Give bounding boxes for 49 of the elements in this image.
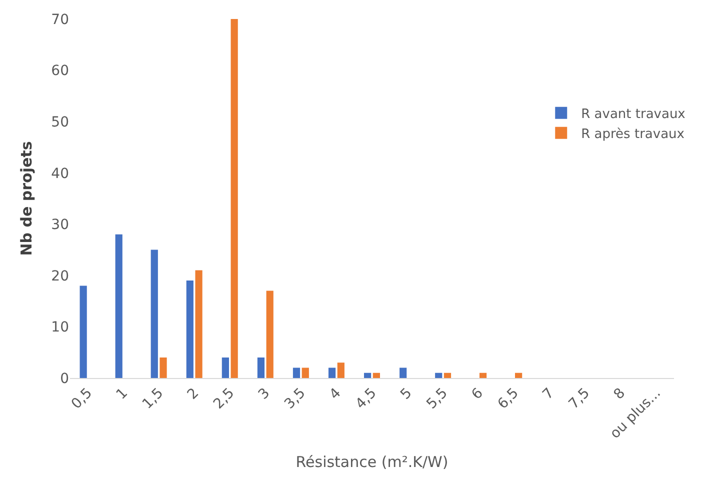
bar xyxy=(435,372,442,378)
bar xyxy=(364,372,372,378)
y-tick-label: 40 xyxy=(51,166,69,182)
bar xyxy=(302,368,309,378)
bar xyxy=(80,286,87,378)
x-tick-label: 1,5 xyxy=(140,385,167,412)
bar xyxy=(292,368,300,378)
x-tick-label: 8 xyxy=(610,385,628,403)
x-tick-label: 5,5 xyxy=(424,385,451,412)
bar xyxy=(222,357,229,378)
x-tick-label: 3,5 xyxy=(282,385,309,412)
bar xyxy=(515,372,522,378)
bar xyxy=(186,280,194,378)
y-tick-label: 0 xyxy=(60,370,69,387)
bar xyxy=(257,357,265,378)
bar xyxy=(400,368,407,378)
y-tick-label: 20 xyxy=(51,268,69,284)
bar xyxy=(230,19,238,378)
y-tick-label: 30 xyxy=(51,217,69,234)
legend-label: R avant travaux xyxy=(581,107,686,122)
y-axis-title: Nb de projets xyxy=(17,141,36,256)
x-tick-label: 4 xyxy=(326,385,344,403)
x-axis-title: Résistance (m².K/W) xyxy=(296,452,448,471)
y-tick-label: 50 xyxy=(51,114,69,130)
bar xyxy=(150,250,158,378)
x-tick-label: 3 xyxy=(256,385,274,403)
y-tick-label: 70 xyxy=(51,12,69,28)
x-tick-label: 6,5 xyxy=(494,385,522,412)
x-tick-label: 2,5 xyxy=(210,385,238,412)
bar xyxy=(444,372,452,378)
bar xyxy=(266,290,274,378)
x-tick-label: 2 xyxy=(184,385,202,403)
x-tick-label: 0,5 xyxy=(68,385,96,412)
y-tick-label: 10 xyxy=(51,320,69,336)
x-tick-label: 6 xyxy=(468,385,486,403)
x-tick-label: 7 xyxy=(540,385,558,403)
x-tick-label: 1 xyxy=(113,385,132,403)
bar xyxy=(372,372,380,378)
x-tick-label: 5 xyxy=(398,385,416,403)
bar xyxy=(160,357,167,378)
bar xyxy=(328,368,336,378)
bar xyxy=(195,270,202,378)
bar xyxy=(479,372,487,378)
legend-label: R après travaux xyxy=(581,126,685,142)
bar xyxy=(115,234,122,378)
x-tick-label: 4,5 xyxy=(352,385,380,412)
y-tick-label: 60 xyxy=(51,63,69,80)
x-tick-label: 7,5 xyxy=(566,385,593,412)
bar xyxy=(337,362,344,378)
